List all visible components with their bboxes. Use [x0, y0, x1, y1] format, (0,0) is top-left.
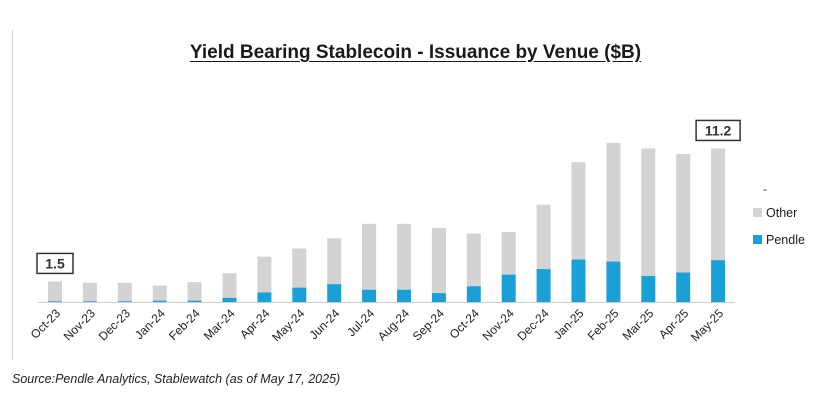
bar-other	[606, 142, 621, 262]
bar-other	[501, 232, 516, 275]
x-tick-label: May-24	[269, 306, 307, 344]
bar-pendle	[362, 289, 377, 302]
x-tick-label: Feb-25	[585, 306, 622, 343]
x-tick-label: Mar-24	[201, 306, 238, 343]
bar-pendle	[292, 287, 307, 302]
annotation-box	[36, 252, 74, 275]
legend-label-pendle: Pendle	[766, 233, 805, 247]
bar-pendle	[327, 284, 342, 302]
x-tick-label: Apr-25	[656, 306, 692, 342]
x-tick-label: Oct-23	[28, 306, 64, 342]
bar-other	[571, 162, 586, 260]
x-tick-label: Aug-24	[375, 306, 412, 343]
bar-other	[187, 282, 202, 301]
bar-other	[257, 256, 272, 293]
legend-swatch-other	[753, 208, 762, 217]
bar-pendle	[606, 261, 621, 302]
x-tick-label: May-25	[688, 306, 726, 344]
annotation-label: 1.5	[45, 255, 65, 271]
x-tick-label: Nov-24	[480, 306, 517, 343]
bar-other	[431, 227, 446, 294]
x-tick-label: Oct-24	[447, 306, 483, 342]
x-tick-label: Nov-23	[61, 306, 98, 343]
bar-other	[152, 285, 167, 301]
bar-other	[82, 282, 97, 302]
bar-other	[222, 273, 237, 298]
bar-other	[711, 148, 726, 261]
bar-pendle	[257, 292, 272, 302]
bar-other	[641, 148, 656, 276]
bar-other	[292, 248, 307, 288]
x-tick-label: Jan-25	[551, 306, 587, 342]
bar-pendle	[571, 259, 586, 302]
bar-pendle	[152, 300, 167, 302]
annotation-box	[695, 119, 741, 142]
x-tick-label: Dec-24	[514, 306, 551, 343]
bar-other	[397, 223, 411, 290]
bar-pendle	[82, 301, 97, 302]
bar-pendle	[641, 275, 656, 302]
bar-pendle	[536, 269, 551, 302]
bar-pendle	[466, 286, 481, 302]
x-tick-label: Feb-24	[166, 306, 203, 343]
legend-dash: -	[763, 182, 767, 196]
bar-pendle	[501, 274, 516, 302]
bar-other	[362, 223, 377, 290]
bar-other	[536, 204, 551, 270]
bar-pendle	[711, 260, 726, 302]
source-note: Source:Pendle Analytics, Stablewatch (as…	[12, 372, 341, 386]
x-tick-label: Mar-25	[620, 306, 657, 343]
bar-other	[466, 233, 481, 287]
bar-other	[48, 281, 62, 302]
bar-other	[676, 153, 691, 273]
bar-pendle	[676, 272, 691, 302]
annotation-label: 11.2	[705, 122, 732, 138]
x-tick-label: Sep-24	[410, 306, 447, 343]
x-tick-label: Jul-24	[344, 306, 377, 339]
chart-title: Yield Bearing Stablecoin - Issuance by V…	[189, 42, 642, 63]
bar-pendle	[48, 301, 62, 302]
legend-label-other: Other	[766, 206, 797, 220]
bar-pendle	[117, 301, 132, 302]
bar-pendle	[187, 300, 202, 302]
bar-other	[117, 282, 132, 302]
bar-pendle	[431, 293, 446, 302]
bar-other	[327, 238, 342, 285]
x-tick-label: Dec-23	[96, 306, 133, 343]
legend-swatch-pendle	[753, 235, 762, 244]
bar-pendle	[397, 289, 411, 302]
x-tick-label: Jun-24	[306, 306, 342, 342]
x-tick-label: Apr-24	[237, 306, 273, 342]
x-tick-label: Jan-24	[132, 306, 168, 342]
bar-pendle	[222, 297, 237, 302]
frame-rule	[12, 30, 13, 360]
